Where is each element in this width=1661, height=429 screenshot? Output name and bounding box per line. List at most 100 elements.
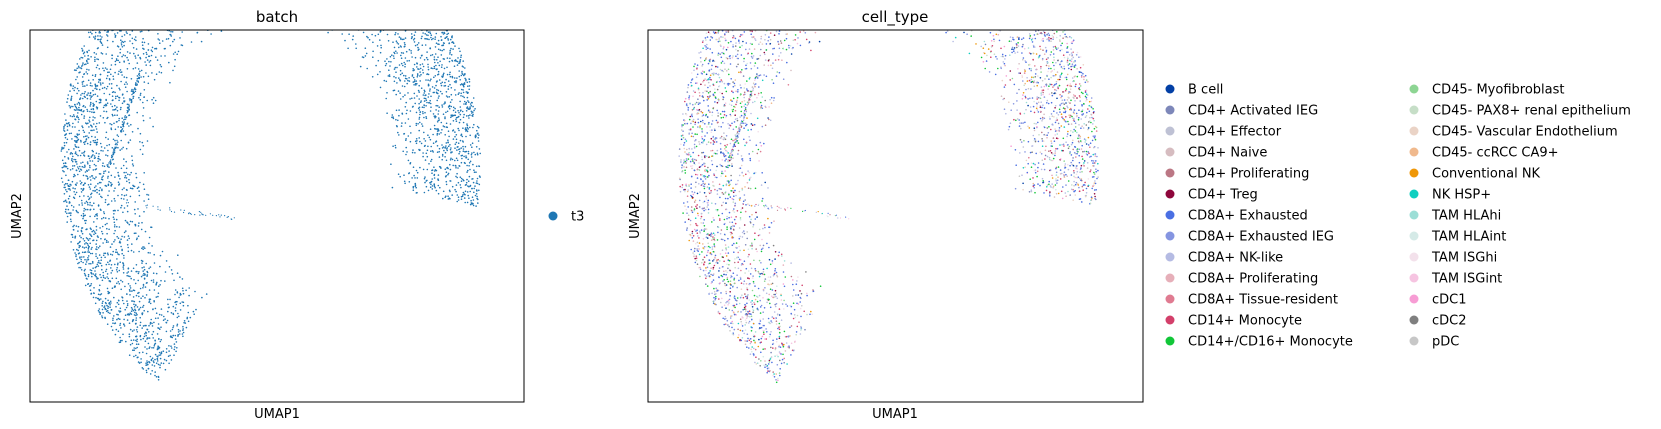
umap-point: [410, 22, 412, 24]
umap-point: [79, 58, 81, 60]
umap-point: [430, 128, 432, 130]
umap-point: [130, 187, 132, 189]
umap-point: [184, 320, 186, 322]
umap-point: [399, 36, 401, 38]
umap-point: [473, 169, 475, 171]
umap-point: [418, 91, 420, 93]
umap-point: [467, 170, 469, 172]
umap-point: [361, 17, 363, 19]
umap-point: [109, 83, 111, 85]
umap-point: [120, 238, 122, 240]
umap-point: [84, 143, 86, 145]
umap-point: [75, 159, 77, 161]
umap-point: [99, 187, 101, 189]
umap-point: [461, 89, 463, 91]
umap-point: [479, 148, 481, 150]
umap-point: [88, 137, 90, 139]
umap-point: [64, 184, 66, 186]
batch-title: batch: [256, 8, 298, 26]
umap-point: [395, 67, 397, 69]
umap-point: [375, 65, 377, 67]
umap-point: [97, 64, 99, 66]
umap-point: [88, 239, 90, 241]
umap-point: [82, 246, 84, 248]
umap-point: [328, 8, 330, 10]
umap-point: [77, 109, 79, 111]
umap-point: [62, 170, 64, 172]
umap-point: [111, 264, 113, 266]
umap-point: [96, 215, 98, 217]
umap-point: [157, 59, 159, 61]
umap-point: [89, 121, 91, 123]
umap-point: [471, 146, 473, 148]
umap-point: [113, 233, 115, 235]
umap-point: [84, 151, 86, 153]
umap-point: [180, 309, 182, 311]
umap-point: [86, 84, 88, 86]
umap-point: [113, 14, 115, 16]
umap-point: [418, 42, 420, 44]
umap-point: [398, 77, 400, 79]
umap-point: [93, 25, 95, 27]
umap-point: [366, 68, 368, 70]
umap-point: [143, 246, 145, 248]
umap-point: [157, 19, 159, 21]
umap-point: [94, 37, 96, 39]
umap-point: [149, 117, 151, 119]
umap-point: [112, 254, 114, 256]
umap-point: [132, 131, 134, 133]
umap-point: [91, 109, 93, 111]
umap-point: [168, 355, 170, 357]
umap-point: [158, 327, 160, 329]
umap-point: [468, 151, 470, 153]
umap-point: [367, 27, 369, 29]
umap-point: [102, 242, 104, 244]
umap-point: [416, 143, 418, 145]
umap-point: [148, 368, 150, 370]
umap-point: [462, 60, 464, 62]
umap-point: [79, 235, 81, 237]
umap-point: [441, 17, 443, 19]
umap-point: [465, 79, 467, 81]
umap-point: [450, 39, 452, 41]
umap-point: [89, 167, 91, 169]
umap-point: [94, 60, 96, 62]
umap-point: [90, 227, 92, 229]
umap-point: [419, 117, 421, 119]
umap-point: [418, 103, 420, 105]
umap-point: [128, 125, 130, 127]
umap-point: [430, 160, 432, 162]
umap-point: [123, 255, 125, 257]
umap-point: [159, 284, 161, 286]
umap-point: [105, 185, 107, 187]
umap-point: [372, 56, 374, 58]
umap-point: [424, 23, 426, 25]
umap-point: [178, 331, 180, 333]
umap-point: [73, 90, 75, 92]
umap-point: [132, 3, 134, 5]
umap-point: [129, 354, 131, 356]
umap-point: [149, 18, 151, 20]
umap-point: [163, 350, 165, 352]
umap-point: [166, 331, 168, 333]
umap-point: [449, 51, 451, 53]
umap-point: [117, 27, 119, 29]
umap-point: [389, 1, 391, 3]
umap-point: [197, 6, 199, 8]
umap-point: [464, 151, 466, 153]
umap-point: [66, 142, 68, 144]
umap-point: [88, 32, 90, 34]
umap-point: [109, 304, 111, 306]
umap-point: [130, 278, 132, 280]
umap-point: [69, 212, 71, 214]
umap-point: [136, 339, 138, 341]
umap-point: [81, 191, 83, 193]
umap-point: [401, 72, 403, 74]
umap-point: [142, 287, 144, 289]
umap-point: [147, 364, 149, 366]
umap-point: [103, 11, 105, 13]
umap-point: [452, 165, 454, 167]
umap-point: [117, 45, 119, 47]
umap-point: [91, 270, 93, 272]
umap-point: [89, 186, 91, 188]
